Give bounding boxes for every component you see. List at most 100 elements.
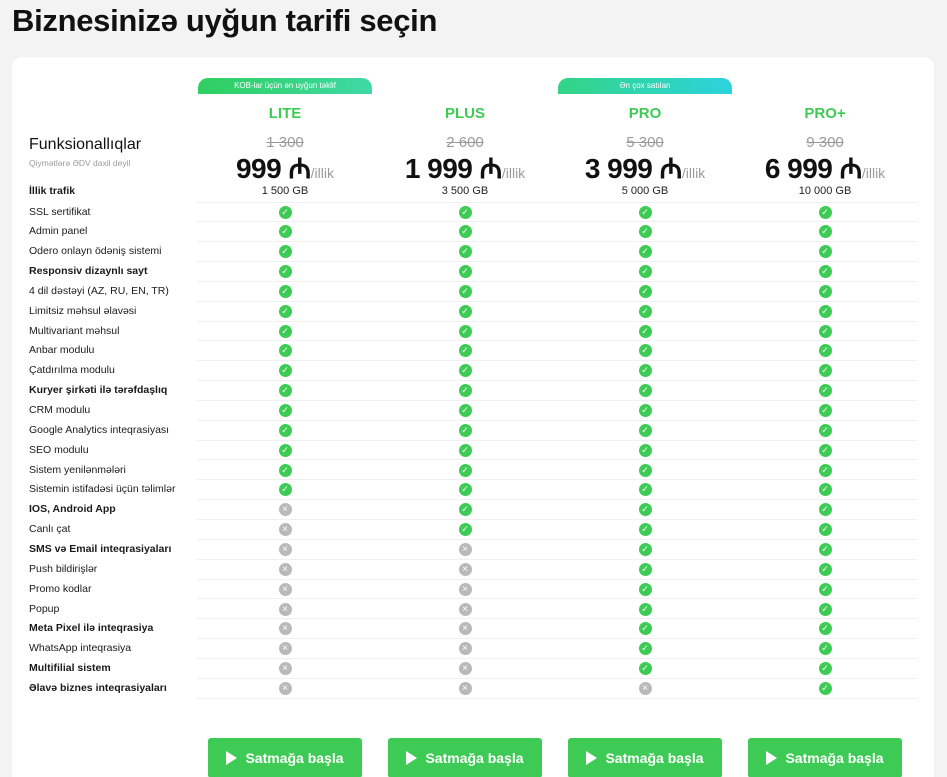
- traffic-value-pro-plus: 10 000 GB: [798, 185, 852, 197]
- check-circle-icon: ✓: [638, 304, 652, 318]
- cross-circle-icon: ×: [278, 681, 292, 695]
- page-title: Biznesinizə uyğun tarifi seçin: [12, 3, 438, 38]
- row-divider: [197, 280, 917, 282]
- cross-circle-icon: ×: [458, 622, 472, 636]
- cross-circle-icon: ×: [278, 503, 292, 517]
- check-circle-icon: ✓: [638, 443, 652, 457]
- check-circle-icon: ✓: [458, 404, 472, 417]
- feature-row: WhatsApp inteqrasiya × × ✓ ✓: [12, 639, 917, 659]
- check-circle-icon: ✓: [638, 602, 652, 616]
- feature-row: Kuryer şirkəti ilə tərəfdaşlıq ✓ ✓ ✓ ✓: [12, 381, 917, 401]
- check-circle-icon: ✓: [458, 503, 472, 517]
- row-divider: [197, 578, 917, 580]
- row-divider: [197, 380, 917, 382]
- lite-recommended-badge: KOB-lar üçün ən uyğun təklif: [198, 78, 372, 94]
- row-divider: [197, 598, 917, 600]
- feature-row: Sistemin istifadəsi üçün təlimlər ✓ ✓ ✓ ✓: [12, 480, 917, 501]
- check-circle-icon: ✓: [278, 423, 292, 437]
- old-price-pro-plus: 9 300: [806, 134, 844, 151]
- vat-note: Qiymətlərə ƏDV daxil deyil: [29, 158, 131, 168]
- feature-row: Anbar modulu ✓ ✓ ✓ ✓: [12, 341, 917, 362]
- feature-row: Google Analytics inteqrasiyası ✓ ✓ ✓ ✓: [12, 421, 917, 441]
- feature-row: Multivariant məhsul ✓ ✓ ✓ ✓: [12, 322, 917, 342]
- check-circle-icon: ✓: [458, 423, 472, 437]
- price-period: /illik: [861, 165, 886, 181]
- feature-row: Admin panel ✓ ✓ ✓ ✓: [12, 222, 917, 243]
- check-circle-icon: ✓: [818, 225, 832, 239]
- feature-row: Limitsiz məhsul əlavəsi ✓ ✓ ✓ ✓: [12, 302, 917, 322]
- check-circle-icon: ✓: [818, 662, 832, 676]
- feature-row: Çatdırılma modulu ✓ ✓ ✓ ✓: [12, 361, 917, 382]
- check-circle-icon: ✓: [818, 602, 832, 616]
- price-pro: 3 999 ₼/illik: [555, 149, 735, 187]
- row-divider: [197, 360, 917, 362]
- check-circle-icon: ✓: [818, 245, 832, 259]
- check-circle-icon: ✓: [818, 483, 832, 497]
- check-circle-icon: ✓: [458, 344, 472, 358]
- cross-circle-icon: ×: [278, 602, 292, 616]
- check-circle-icon: ✓: [638, 582, 652, 596]
- start-selling-label: Satmağa başla: [425, 750, 524, 766]
- row-divider: [197, 657, 917, 659]
- feature-row: Əlavə biznes inteqrasiyaları × × × ✓: [12, 679, 917, 699]
- feature-row: CRM modulu ✓ ✓ ✓ ✓: [12, 401, 917, 421]
- traffic-value-pro: 5 000 GB: [621, 185, 669, 197]
- row-divider: [197, 340, 917, 342]
- start-selling-button-pro[interactable]: Satmağa başla: [568, 738, 722, 777]
- check-circle-icon: ✓: [638, 225, 652, 239]
- row-divider: [197, 638, 917, 640]
- check-circle-icon: ✓: [458, 523, 472, 537]
- check-circle-icon: ✓: [458, 463, 472, 477]
- row-divider: [197, 439, 917, 441]
- price-period: /illik: [501, 165, 526, 181]
- check-circle-icon: ✓: [278, 384, 292, 398]
- old-price-plus: 2 600: [446, 134, 484, 151]
- traffic-label: İllik trafik: [29, 185, 76, 197]
- price-lite: 999 ₼/illik: [195, 149, 375, 187]
- feature-label: Çatdırılma modulu: [29, 364, 115, 377]
- feature-row: SEO modulu ✓ ✓ ✓ ✓: [12, 441, 917, 461]
- plan-name-lite: LITE: [268, 105, 302, 122]
- check-circle-icon: ✓: [638, 463, 652, 477]
- check-circle-icon: ✓: [278, 463, 292, 477]
- play-icon: [406, 751, 418, 765]
- price-pro-plus: 6 999 ₼/illik: [735, 149, 915, 187]
- feature-row: SSL sertifikat ✓ ✓ ✓ ✓: [12, 203, 917, 223]
- feature-label: SEO modulu: [29, 443, 89, 456]
- check-circle-icon: ✓: [638, 542, 652, 556]
- check-circle-icon: ✓: [818, 265, 832, 279]
- check-circle-icon: ✓: [278, 404, 292, 417]
- feature-label: CRM modulu: [29, 404, 91, 416]
- feature-label: Popup: [29, 602, 60, 615]
- check-circle-icon: ✓: [638, 662, 652, 676]
- check-circle-icon: ✓: [638, 284, 652, 298]
- pricing-card: KOB-lar üçün ən uyğun təklif Ən çox satı…: [12, 57, 934, 777]
- play-icon: [766, 751, 778, 765]
- row-divider: [197, 677, 917, 679]
- check-circle-icon: ✓: [818, 681, 832, 695]
- start-selling-button-lite[interactable]: Satmağa başla: [208, 738, 362, 777]
- start-selling-button-plus[interactable]: Satmağa başla: [388, 738, 542, 777]
- feature-label: Push bildirişlər: [29, 562, 98, 575]
- cross-circle-icon: ×: [278, 542, 292, 556]
- check-circle-icon: ✓: [818, 642, 832, 656]
- check-circle-icon: ✓: [818, 443, 832, 457]
- feature-row: Sistem yenilənmələri ✓ ✓ ✓ ✓: [12, 461, 917, 481]
- row-divider: [197, 419, 917, 421]
- plan-name-pro-plus: PRO+: [804, 105, 846, 122]
- cross-circle-icon: ×: [278, 582, 292, 596]
- feature-label: Google Analytics inteqrasiyası: [29, 423, 170, 436]
- row-divider: [197, 519, 917, 521]
- check-circle-icon: ✓: [458, 304, 472, 318]
- check-circle-icon: ✓: [278, 324, 292, 338]
- start-selling-button-pro-plus[interactable]: Satmağa başla: [748, 738, 902, 777]
- feature-row: Multifilial sistem × × ✓ ✓: [12, 659, 917, 679]
- row-divider: [197, 479, 917, 481]
- check-circle-icon: ✓: [818, 582, 832, 596]
- check-circle-icon: ✓: [818, 523, 832, 537]
- check-circle-icon: ✓: [638, 205, 652, 219]
- cross-circle-icon: ×: [458, 642, 472, 656]
- check-circle-icon: ✓: [278, 304, 292, 318]
- row-divider: [197, 300, 917, 302]
- feature-label: Canlı çat: [29, 523, 71, 536]
